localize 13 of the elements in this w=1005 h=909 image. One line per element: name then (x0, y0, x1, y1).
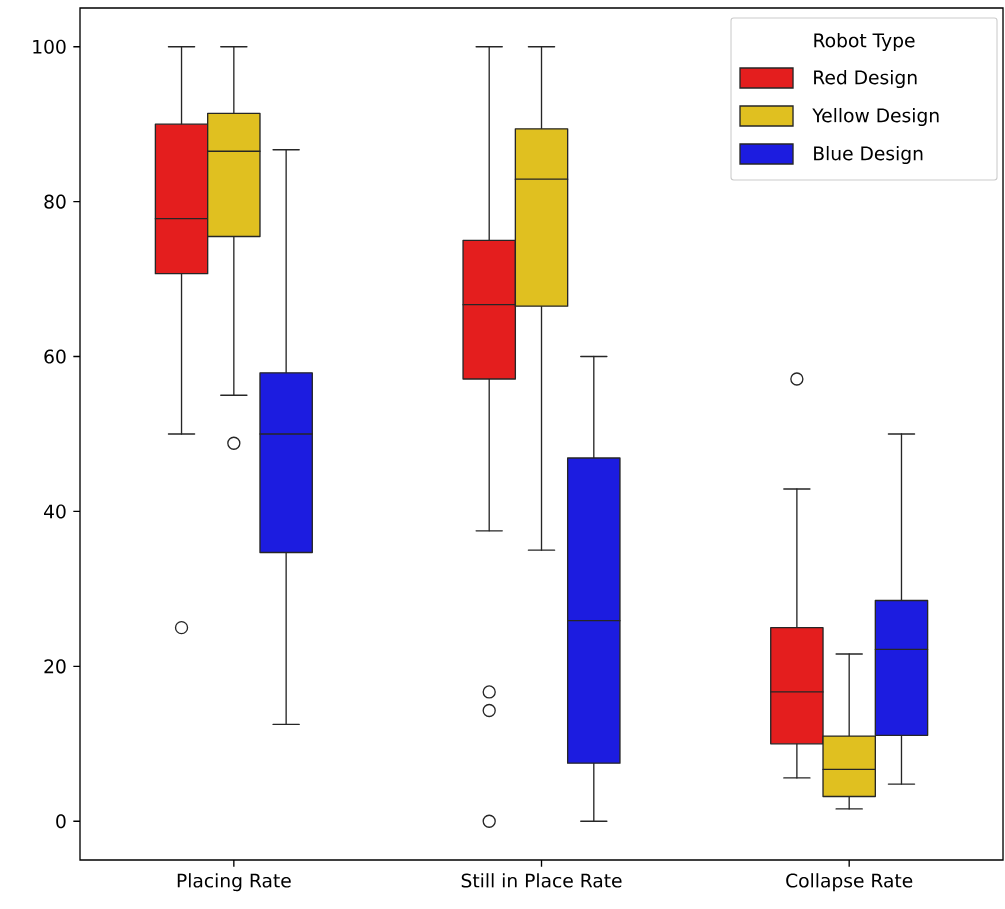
y-tick-label: 100 (33, 39, 66, 54)
legend-label: Red Design (814, 69, 917, 89)
legend-title: Robot Type (814, 32, 915, 52)
y-tick-label: 80 (44, 194, 66, 209)
y-tick-label: 20 (44, 659, 66, 674)
x-tick-label: Placing Rate (177, 873, 291, 892)
x-tick-label: Collapse Rate (786, 873, 913, 892)
legend-label: Blue Design (814, 145, 923, 165)
y-tick-label: 60 (44, 349, 66, 364)
y-tick-label: 40 (44, 504, 66, 519)
y-tick-label: 0 (56, 814, 66, 829)
x-tick-label: Still in Place Rate (461, 873, 622, 888)
legend-label: Yellow Design (812, 107, 939, 127)
